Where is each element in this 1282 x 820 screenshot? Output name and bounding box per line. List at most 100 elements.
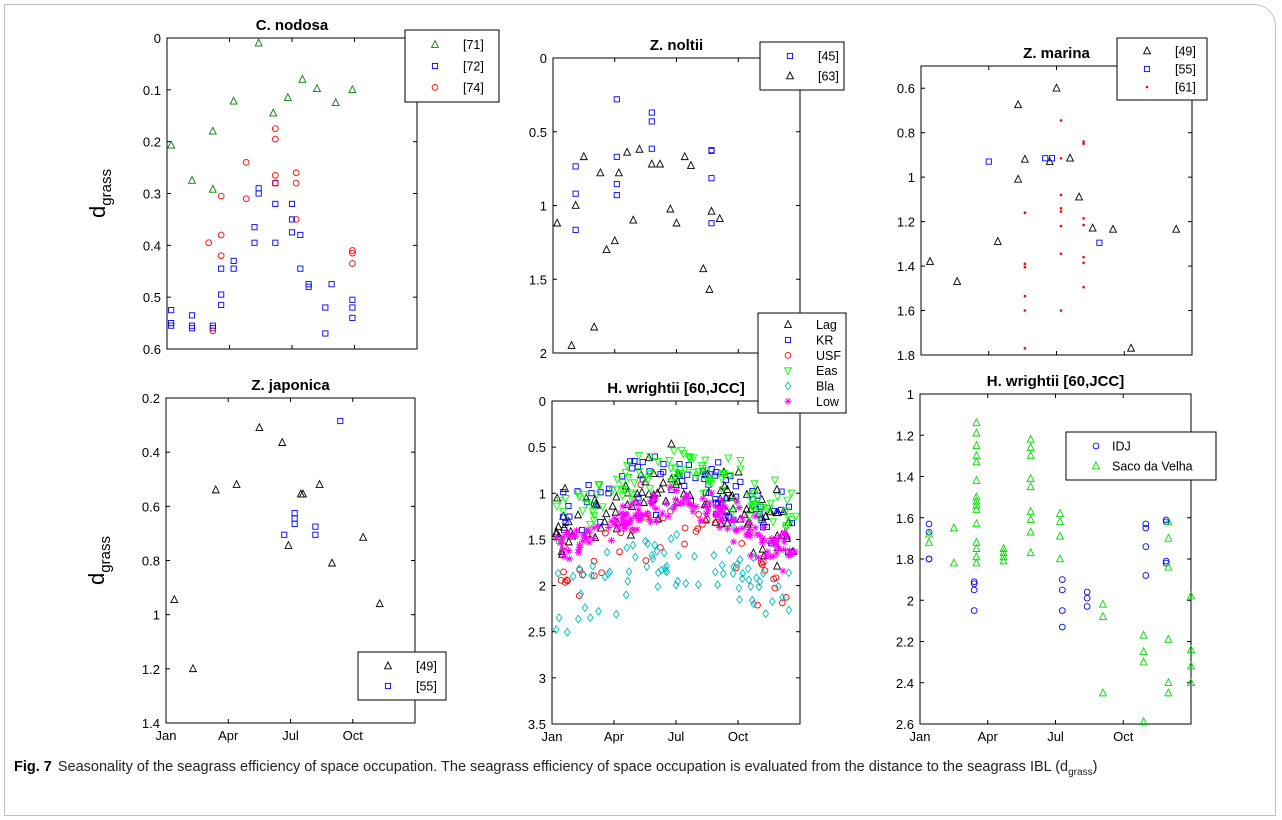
data-point <box>623 461 632 471</box>
data-point <box>750 500 759 509</box>
data-point <box>188 663 198 673</box>
data-point <box>614 524 623 532</box>
data-point <box>605 523 613 532</box>
data-point <box>168 307 175 314</box>
data-point <box>312 523 319 530</box>
data-point <box>629 540 637 550</box>
data-point <box>606 485 613 492</box>
data-point <box>1026 481 1035 491</box>
data-point <box>618 514 626 523</box>
data-point <box>337 417 344 425</box>
legend-label: [45] <box>818 50 839 64</box>
y-tick-label: 2.5 <box>528 625 546 640</box>
data-point <box>1172 224 1181 233</box>
data-point <box>641 474 650 483</box>
data-point <box>620 522 628 530</box>
data-point <box>560 568 567 576</box>
data-point <box>1126 343 1136 352</box>
y-tick-label: 1.8 <box>896 552 914 567</box>
data-point <box>717 507 726 516</box>
data-point <box>589 561 597 571</box>
data-point <box>348 84 357 94</box>
data-point <box>970 578 978 586</box>
data-point <box>1082 285 1085 289</box>
data-point <box>778 599 786 607</box>
data-point <box>779 506 788 515</box>
data-point <box>217 252 225 260</box>
data-point <box>712 567 719 577</box>
data-point <box>639 511 647 519</box>
data-point <box>721 503 729 511</box>
data-point <box>328 281 335 288</box>
data-point <box>972 475 981 484</box>
caption-text-end: ) <box>1092 759 1098 775</box>
data-point <box>768 534 776 543</box>
data-point <box>211 485 220 494</box>
data-point <box>1059 119 1063 122</box>
x-tick-label: Jan <box>156 728 177 743</box>
data-point <box>349 304 356 311</box>
data-point <box>707 476 716 485</box>
data-point <box>622 510 630 518</box>
data-point <box>791 548 799 556</box>
data-point <box>748 595 756 605</box>
data-point <box>732 483 739 490</box>
data-point <box>714 580 721 590</box>
data-point <box>579 531 587 539</box>
data-point <box>613 181 620 188</box>
figure-caption: Fig. 7 Seasonality of the seagrass effici… <box>14 758 1259 782</box>
legend-marker <box>784 381 792 391</box>
legend-label: [55] <box>416 680 437 694</box>
data-point <box>292 179 300 187</box>
data-point <box>631 552 639 562</box>
data-point <box>1023 347 1027 350</box>
data-point <box>684 471 691 478</box>
data-point <box>704 506 713 514</box>
data-point <box>630 479 639 488</box>
data-point <box>607 536 616 545</box>
legend-marker <box>431 83 439 91</box>
data-point <box>708 147 715 154</box>
data-point <box>1026 527 1035 536</box>
data-point <box>684 498 692 506</box>
data-point <box>970 586 978 594</box>
data-point <box>269 108 278 117</box>
data-point <box>613 96 620 103</box>
figure-label: Fig. 7 <box>14 759 52 775</box>
data-point <box>611 507 620 516</box>
data-point <box>717 505 725 513</box>
data-point <box>621 481 630 490</box>
data-point <box>251 239 258 246</box>
data-point <box>621 469 630 478</box>
data-point <box>757 559 765 567</box>
data-point <box>255 190 262 197</box>
data-point <box>579 151 589 161</box>
data-point <box>646 518 655 526</box>
data-point <box>637 487 647 496</box>
data-point <box>972 496 981 505</box>
data-point <box>646 515 654 523</box>
data-point <box>924 529 934 538</box>
data-point <box>625 567 633 577</box>
data-point <box>762 609 770 619</box>
data-point <box>571 533 580 541</box>
data-point <box>766 552 774 561</box>
data-point <box>589 516 599 525</box>
data-point <box>774 544 782 552</box>
series-Bla <box>552 503 793 637</box>
legend-label: [74] <box>463 81 484 95</box>
data-point <box>642 536 649 546</box>
data-point <box>288 216 296 223</box>
data-point <box>777 532 785 540</box>
data-point <box>1059 206 1063 210</box>
data-point <box>1059 309 1063 312</box>
data-point <box>608 487 617 496</box>
data-point <box>558 538 566 546</box>
data-point <box>552 625 560 635</box>
legend-label: [49] <box>416 660 437 674</box>
data-point <box>1164 634 1173 643</box>
data-point <box>590 524 598 532</box>
data-point <box>561 495 570 504</box>
series-[49] <box>170 422 384 673</box>
